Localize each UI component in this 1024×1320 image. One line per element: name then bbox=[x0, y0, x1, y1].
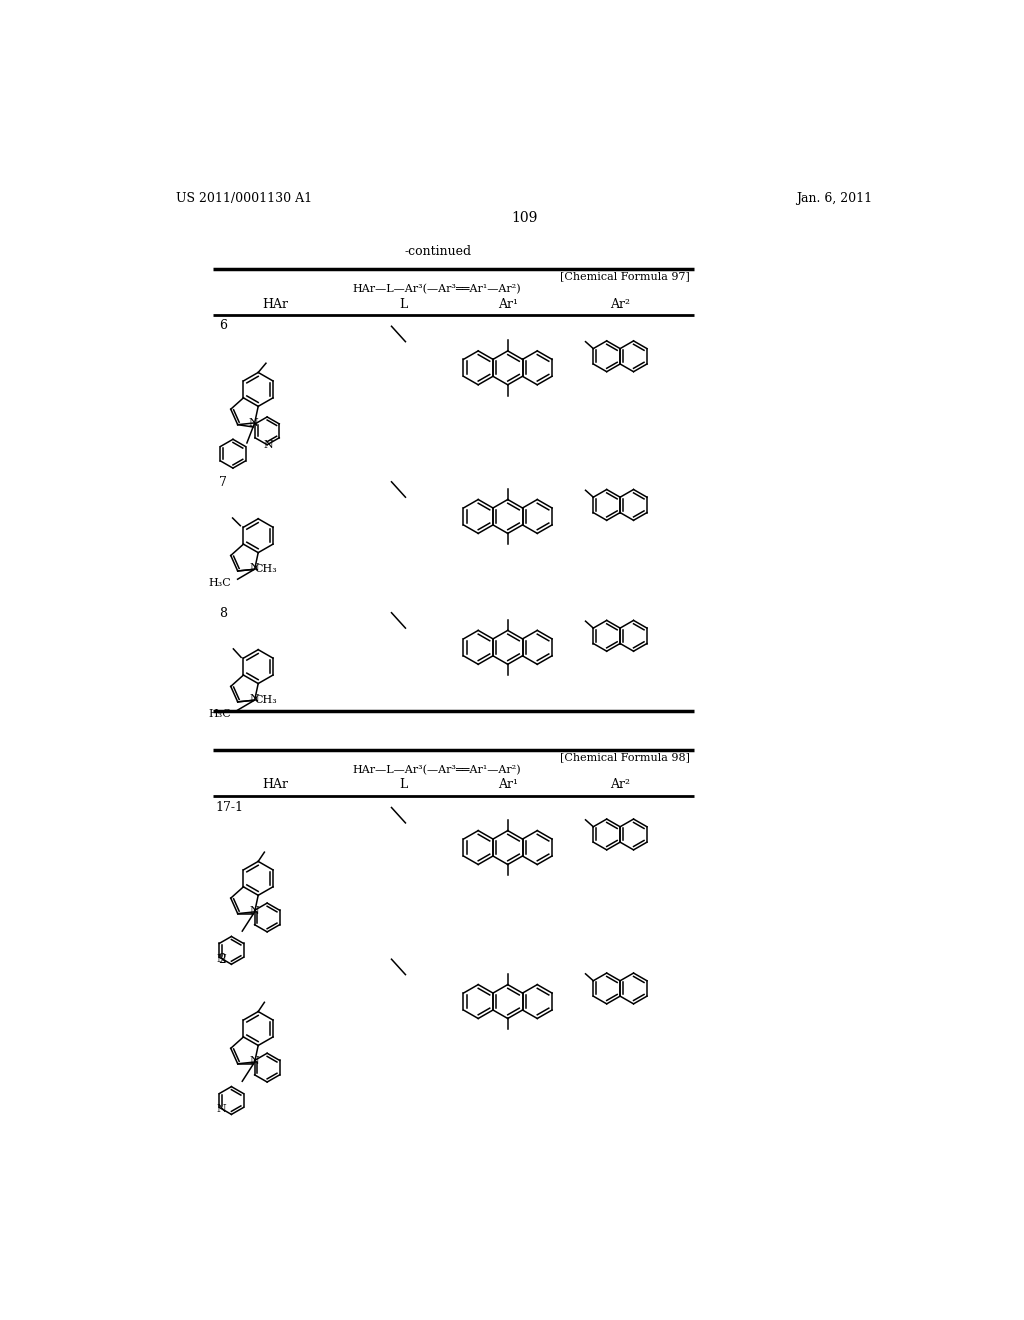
Text: Ar²: Ar² bbox=[610, 779, 630, 791]
Text: HAr: HAr bbox=[262, 298, 288, 310]
Text: N: N bbox=[264, 440, 273, 450]
Text: HAr—L—Ar³(—Ar³══Ar¹—Ar²): HAr—L—Ar³(—Ar³══Ar¹—Ar²) bbox=[352, 764, 521, 775]
Text: CH₃: CH₃ bbox=[255, 565, 278, 574]
Text: 8: 8 bbox=[219, 607, 226, 619]
Text: Ar²: Ar² bbox=[610, 298, 630, 310]
Text: 109: 109 bbox=[512, 211, 538, 226]
Text: N: N bbox=[248, 418, 258, 428]
Text: [Chemical Formula 98]: [Chemical Formula 98] bbox=[560, 752, 690, 763]
Text: N: N bbox=[216, 954, 225, 964]
Text: 7: 7 bbox=[219, 475, 226, 488]
Text: N: N bbox=[249, 906, 259, 916]
Text: H₃C: H₃C bbox=[209, 578, 231, 589]
Text: CH₃: CH₃ bbox=[255, 696, 278, 705]
Text: Ar¹: Ar¹ bbox=[498, 779, 518, 791]
Text: US 2011/0001130 A1: US 2011/0001130 A1 bbox=[176, 193, 312, 206]
Text: HAr—L—Ar³(—Ar³══Ar¹—Ar²): HAr—L—Ar³(—Ar³══Ar¹—Ar²) bbox=[352, 284, 521, 294]
Text: L: L bbox=[399, 779, 408, 791]
Text: N: N bbox=[216, 1104, 225, 1114]
Text: 17-1: 17-1 bbox=[216, 801, 244, 813]
Text: HAr: HAr bbox=[262, 779, 288, 791]
Text: [Chemical Formula 97]: [Chemical Formula 97] bbox=[560, 272, 690, 281]
Text: Jan. 6, 2011: Jan. 6, 2011 bbox=[796, 193, 872, 206]
Text: N: N bbox=[249, 694, 259, 705]
Text: 6: 6 bbox=[219, 319, 226, 333]
Text: 2: 2 bbox=[219, 953, 226, 966]
Text: H₃C: H₃C bbox=[209, 709, 231, 719]
Text: -continued: -continued bbox=[404, 244, 472, 257]
Text: N: N bbox=[249, 1056, 259, 1067]
Text: N: N bbox=[249, 564, 259, 573]
Text: L: L bbox=[399, 298, 408, 310]
Text: Ar¹: Ar¹ bbox=[498, 298, 518, 310]
